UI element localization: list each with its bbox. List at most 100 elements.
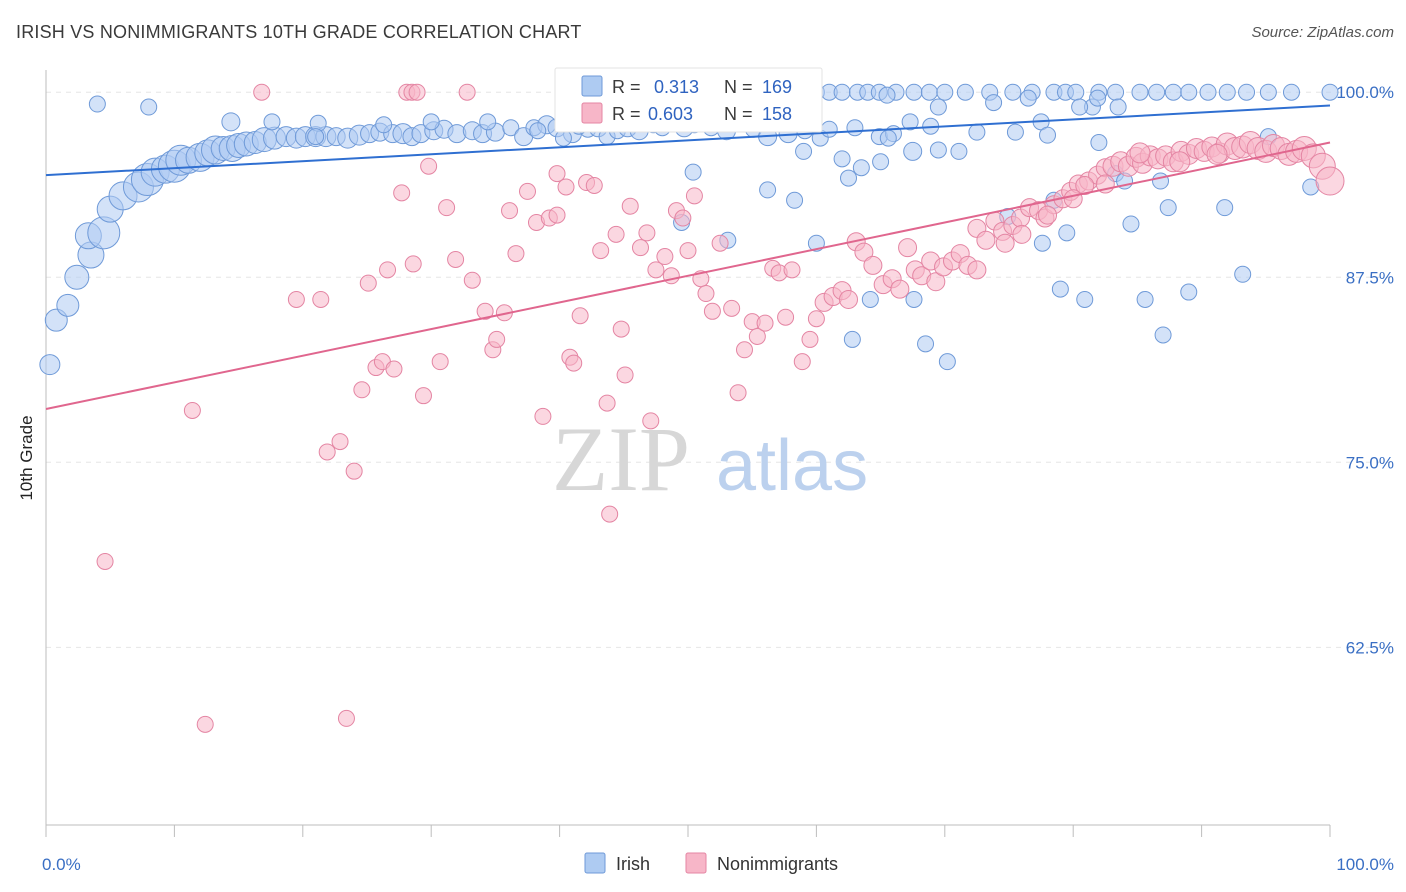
point-nonimmigrants-28 [476, 302, 494, 320]
gridlines [46, 91, 1396, 648]
point-nonimmigrants-50 [612, 320, 630, 338]
point-irish-114 [936, 83, 954, 101]
point-irish-98 [929, 141, 947, 159]
legend-box: R = 0.313 N = 169 R = 0.603 N = 158 [554, 67, 823, 133]
point-nonimmigrants-67 [723, 299, 741, 317]
point-nonimmigrants-145 [1169, 151, 1191, 173]
point-nonimmigrants-21 [414, 387, 432, 405]
point-nonimmigrants-26 [458, 83, 476, 101]
point-nonimmigrants-15 [385, 360, 403, 378]
point-nonimmigrants-52 [621, 197, 639, 215]
point-nonimmigrants-60 [674, 209, 692, 227]
bottom-legend-swatch-irish [584, 852, 606, 874]
point-irish-42 [447, 124, 467, 144]
y-axis-title: 10th Grade [17, 415, 36, 500]
point-nonimmigrants-14 [379, 261, 397, 279]
y-tick-label-1: 87.5% [1346, 268, 1394, 287]
point-nonimmigrants-2 [196, 715, 214, 733]
point-irish-136 [985, 94, 1003, 112]
point-irish-3 [64, 264, 90, 290]
point-nonimmigrants-16 [393, 184, 411, 202]
point-irish-155 [1152, 172, 1170, 190]
point-irish-129 [1218, 83, 1236, 101]
point-nonimmigrants-3 [253, 83, 271, 101]
point-nonimmigrants-45 [585, 176, 603, 194]
point-irish-152 [1058, 224, 1076, 242]
point-nonimmigrants-153 [967, 260, 987, 280]
point-nonimmigrants-69 [735, 341, 753, 359]
point-nonimmigrants-53 [631, 239, 649, 257]
point-nonimmigrants-64 [697, 285, 715, 303]
bottom-legend: Irish Nonimmigrants [584, 852, 838, 874]
point-irish-127 [1180, 83, 1198, 101]
point-irish-134 [878, 86, 896, 104]
point-nonimmigrants-47 [598, 394, 616, 412]
point-nonimmigrants-149 [1063, 189, 1083, 209]
series-nonimmigrants-points [96, 83, 1345, 733]
x-tick-labels: 0.0% 100.0% [42, 855, 1394, 874]
point-irish-96 [879, 129, 897, 147]
point-nonimmigrants-38 [548, 165, 566, 183]
point-irish-77 [140, 98, 158, 116]
point-irish-140 [1089, 89, 1107, 107]
point-irish-46 [502, 119, 520, 137]
point-nonimmigrants-78 [801, 330, 819, 348]
legend-n-value-nonimmigrants: 158 [762, 104, 792, 124]
point-nonimmigrants-151 [1012, 224, 1032, 244]
watermark-atlas: atlas [716, 426, 868, 506]
y-tick-label-3: 62.5% [1346, 638, 1394, 657]
point-nonimmigrants-8 [337, 709, 355, 727]
point-irish-158 [1033, 234, 1051, 252]
trendlines [45, 104, 1331, 410]
point-nonimmigrants-49 [607, 225, 625, 243]
point-irish-117 [1004, 83, 1022, 101]
point-nonimmigrants-68 [729, 384, 747, 402]
point-nonimmigrants-77 [793, 353, 811, 371]
point-nonimmigrants-11 [359, 274, 377, 292]
bottom-legend-label-nonimmigrants: Nonimmigrants [717, 854, 838, 874]
point-irish-115 [956, 83, 974, 101]
point-irish-126 [1164, 83, 1182, 101]
point-irish-2 [56, 293, 80, 317]
point-nonimmigrants-75 [777, 308, 795, 326]
legend-r-value-irish: 0.313 [654, 77, 699, 97]
point-irish-99 [968, 123, 986, 141]
point-nonimmigrants-54 [638, 224, 656, 242]
point-irish-173 [843, 330, 861, 348]
point-irish-113 [920, 83, 938, 101]
point-irish-71 [846, 119, 864, 137]
trendline-nonimmigrants [45, 141, 1331, 410]
point-nonimmigrants-65 [703, 302, 721, 320]
point-irish-104 [1090, 134, 1108, 152]
point-irish-83 [479, 113, 497, 131]
point-irish-159 [1122, 215, 1140, 233]
point-nonimmigrants-90 [898, 238, 918, 258]
point-nonimmigrants-71 [748, 327, 766, 345]
point-irish-139 [1109, 98, 1127, 116]
point-irish-132 [1282, 83, 1300, 101]
legend-n-label-irish: N = [724, 77, 753, 97]
point-irish-169 [1180, 283, 1198, 301]
point-nonimmigrants-10 [353, 381, 371, 399]
point-irish-144 [950, 142, 968, 160]
bottom-legend-swatch-nonimmigrants [685, 852, 707, 874]
point-irish-145 [840, 169, 857, 187]
x-tick-label-max: 100.0% [1336, 855, 1394, 874]
point-nonimmigrants-42 [565, 354, 583, 372]
point-nonimmigrants-5 [312, 290, 330, 308]
point-nonimmigrants-56 [647, 261, 665, 279]
point-nonimmigrants-43 [571, 307, 589, 325]
point-irish-147 [759, 181, 777, 199]
point-nonimmigrants-40 [557, 178, 575, 196]
point-irish-78 [221, 112, 241, 132]
point-irish-82 [422, 113, 440, 131]
point-nonimmigrants-39 [548, 206, 566, 224]
point-irish-146 [786, 191, 804, 209]
legend-swatch-nonimmigrants [581, 102, 603, 124]
point-irish-170 [1234, 265, 1252, 283]
point-irish-165 [905, 290, 923, 308]
chart-title: IRISH VS NONIMMIGRANTS 10TH GRADE CORREL… [16, 22, 582, 42]
point-nonimmigrants-89 [890, 279, 910, 299]
point-nonimmigrants-66 [711, 234, 729, 252]
point-nonimmigrants-9 [345, 462, 363, 480]
